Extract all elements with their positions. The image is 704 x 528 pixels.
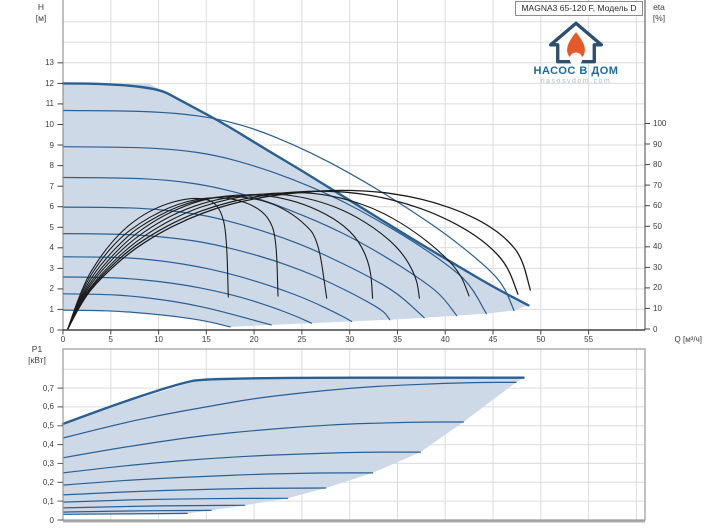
logo-title: НАСОС В ДОМ [533,65,619,77]
tick-label: 100 [653,119,667,128]
eta-curve-3 [67,192,470,330]
power-curve-9 [62,509,212,513]
tick-label: 70 [653,180,662,190]
tick-label: 0 [49,325,54,335]
tick-label: 0,1 [42,496,54,506]
head-curve-2 [62,109,515,312]
eta-axis-unit: [%] [652,13,666,23]
tick-label: 50 [536,335,546,344]
tick-label: 6 [49,202,54,212]
head-curve-3 [62,146,487,315]
power-frame [62,348,646,521]
operating-envelope [63,83,529,327]
power-curve-8 [62,504,246,509]
power-curve-4 [62,451,421,474]
head-curve-4 [62,176,458,317]
head-axis-unit: [м] [35,13,47,23]
tick-label: 35 [393,335,402,344]
tick-label: 0 [60,335,66,344]
tick-label: 40 [440,335,450,344]
power-axis-title: P1 [31,344,43,354]
tick-label: 0,2 [42,477,54,487]
tick-label: 25 [297,335,307,344]
tick-label: 0,4 [42,440,54,450]
tick-label: 20 [653,283,662,293]
tick-label: 10 [653,303,662,313]
logo: НАСОС В ДОМ nasosvdom.com [517,20,635,85]
head-curve-8 [62,276,313,324]
eta-curve-5 [67,194,374,330]
power-curve-2 [62,381,517,439]
tick-label: 0,3 [42,458,54,468]
tick-label: 30 [345,335,355,344]
power-curve-5 [62,472,374,486]
flow-axis-title: Q [м³/ч] [674,335,702,344]
tick-label: 0 [653,324,658,334]
tick-label: 45 [488,335,498,344]
tick-label: 11 [45,99,54,109]
tick-label: 5 [49,222,54,232]
power-curve-10 [62,512,188,515]
head-curve-9 [62,293,272,326]
tick-label: 0 [49,515,54,525]
tick-label: 90 [653,139,662,149]
power-curve-3 [62,421,464,459]
eta-curve-7 [67,197,279,330]
tick-label: 60 [653,201,662,211]
house-flame-logo-icon [549,21,603,64]
tick-label: 55 [584,335,594,344]
tick-label: 3 [49,263,54,273]
eta-curve-4 [67,193,420,330]
tick-label: 0,7 [42,383,54,393]
tick-label: 5 [108,335,113,344]
tick-label: 0,5 [42,421,54,431]
tick-label: 13 [45,58,54,68]
head-curve-10 [62,309,231,328]
tick-label: 1 [49,304,54,314]
tick-label: 10 [45,120,54,129]
tick-label: 9 [49,140,54,150]
pump-model-box: MAGNA3 65-120 F, Модель D [515,1,643,16]
eta-curve-8 [67,197,229,330]
tick-label: 40 [653,242,662,252]
eta-axis-title: eta [653,2,665,12]
tick-label: 12 [45,78,54,88]
power-curve-6 [62,487,327,496]
tick-label: 10 [154,335,163,344]
tick-label: 20 [249,335,259,344]
power-curve-max [61,376,525,426]
tick-label: 0,6 [42,402,54,412]
tick-label: 2 [49,284,54,294]
tick-label: 15 [201,335,211,344]
tick-label: 50 [653,221,662,231]
tick-label: 7 [49,181,54,191]
tick-label: 4 [49,243,54,253]
tick-label: 8 [49,161,54,171]
tick-label: 30 [653,262,662,272]
flame-icon [567,32,585,60]
tick-label: 80 [653,160,662,170]
head-axis-title: H [37,2,45,12]
eta-curve-2 [67,190,519,330]
power-axis-unit: [кВт] [28,355,46,365]
power-curve-7 [62,497,289,503]
logo-subtitle: nasosvdom.com [540,78,612,85]
